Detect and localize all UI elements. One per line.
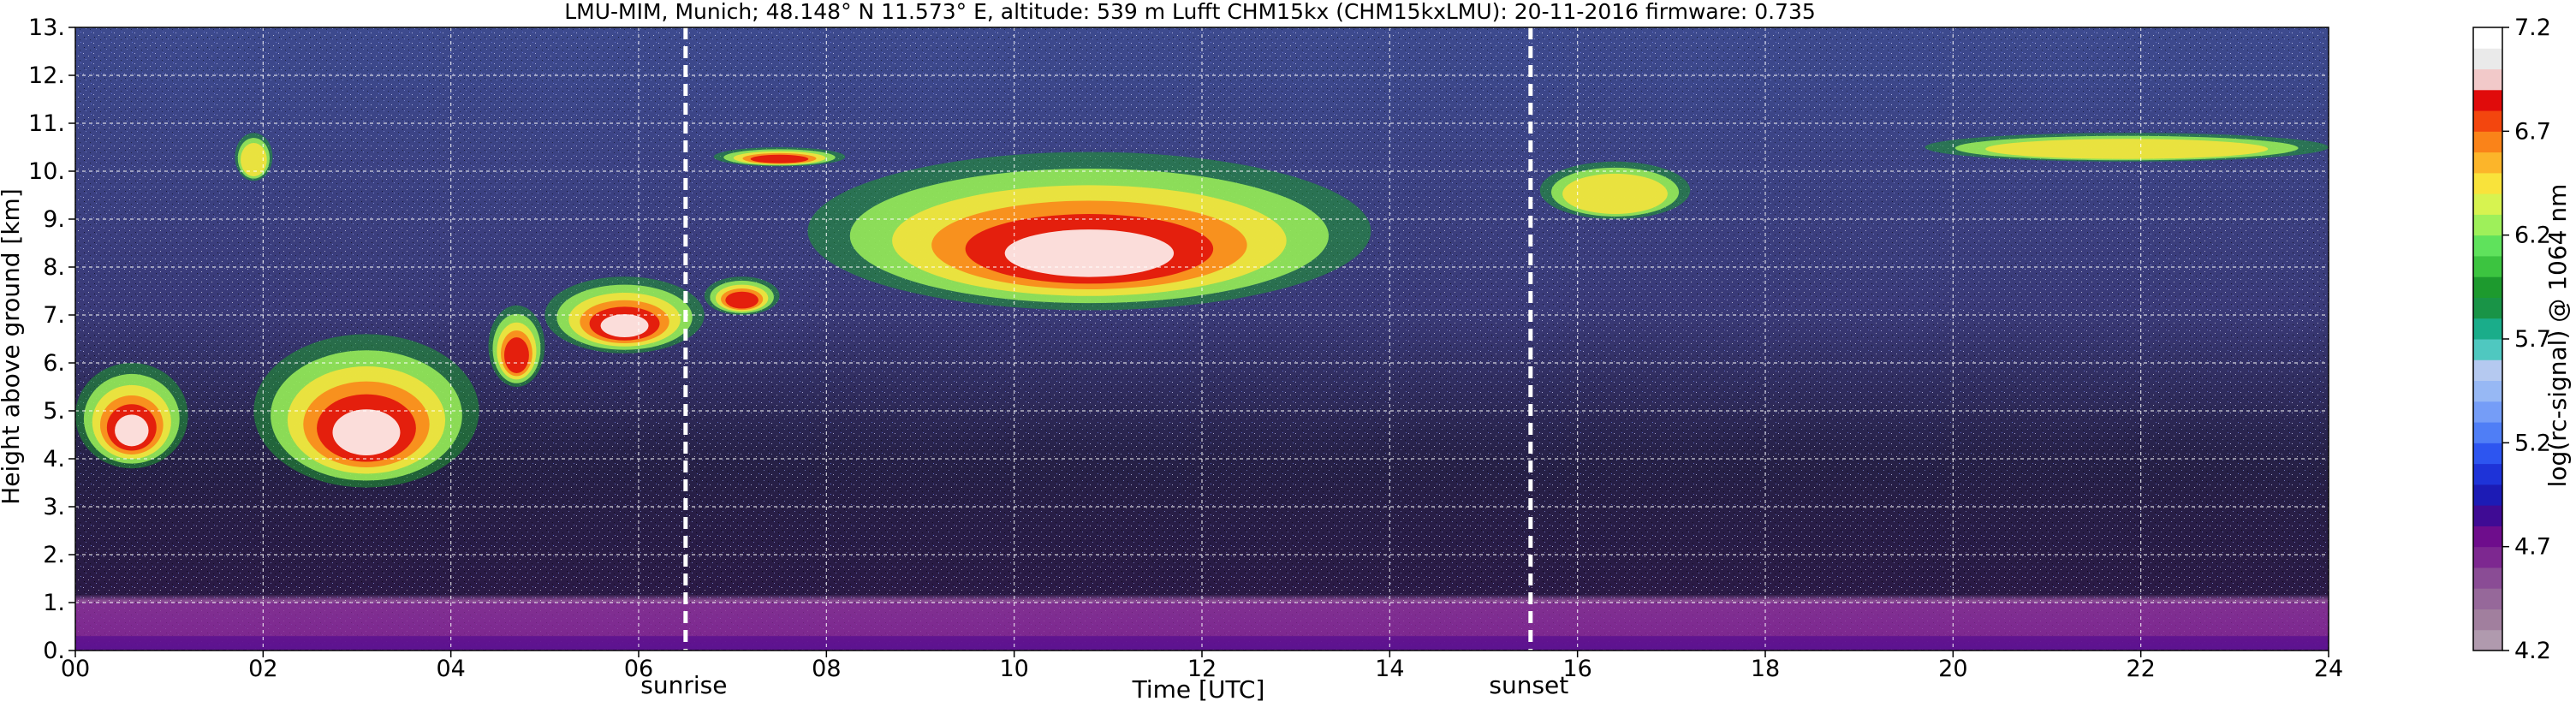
- colorbar-segment: [2473, 172, 2502, 194]
- colorbar-segment: [2473, 609, 2502, 631]
- y-tick-label: 7.: [43, 302, 65, 329]
- x-tick-label: 24: [2314, 656, 2343, 682]
- colorbar-segment: [2473, 27, 2502, 49]
- y-tick-label: 4.: [43, 446, 65, 472]
- cloud-layer: [1539, 161, 1691, 219]
- colorbar-segment: [2473, 588, 2502, 609]
- colorbar-segment: [2473, 89, 2502, 111]
- colorbar-segment: [2473, 484, 2502, 506]
- y-axis: 0. 1. 2. 3. 4. 5. 6. 7. 8. 9. 10. 11. 12. 13.: [28, 15, 75, 664]
- colorbar-segment: [2473, 401, 2502, 423]
- x-tick-label: 20: [1938, 656, 1967, 682]
- colorbar: 4.2 4.7 5.2 5.7 6.2 6.7 7.2: [2472, 15, 2551, 664]
- colorbar-segment: [2473, 339, 2502, 360]
- y-tick-label: 9.: [43, 206, 65, 233]
- cloud-layer-band: [600, 314, 649, 337]
- colorbar-tick-label: 4.2: [2514, 638, 2551, 664]
- colorbar-segment: [2473, 359, 2502, 382]
- colorbar-segment: [2473, 443, 2502, 465]
- y-tick-label: 1.: [43, 590, 65, 616]
- colorbar-segment: [2473, 567, 2502, 589]
- colorbar-label: log(rc-signal) @ 1064 nm: [2543, 184, 2572, 488]
- x-tick-label: 10: [999, 656, 1028, 682]
- colorbar-segment: [2473, 463, 2502, 485]
- cloud-layer: [488, 305, 545, 387]
- x-tick-label: 14: [1375, 656, 1404, 682]
- cloud-layer-band: [332, 409, 401, 455]
- x-tick-label: 00: [61, 656, 90, 682]
- y-tick-label: 2.: [43, 542, 65, 568]
- event-label: sunrise: [640, 671, 727, 699]
- plot-area: [74, 27, 2329, 651]
- colorbar-segment: [2473, 193, 2502, 215]
- x-tick-label: 04: [436, 656, 465, 682]
- y-tick-label: 5.: [43, 398, 65, 425]
- y-tick-label: 11.: [28, 110, 65, 137]
- colorbar-tick-label: 6.2: [2514, 223, 2551, 249]
- colorbar-segment: [2473, 131, 2502, 153]
- cloud-layer: [235, 133, 273, 181]
- chart-title: LMU-MIM, Munich; 48.148° N 11.573° E, al…: [564, 0, 1816, 24]
- y-tick-label: 3.: [43, 494, 65, 520]
- colorbar-segment: [2473, 629, 2502, 651]
- cloud-layer-band: [1985, 139, 2269, 159]
- y-axis-label: Height above ground [km]: [0, 188, 25, 505]
- x-axis: 00 02 04 06 08 10 12 14 16 18 20 22 24: [61, 651, 2343, 682]
- colorbar-tick-label: 5.2: [2514, 430, 2551, 456]
- cloud-layer: [713, 147, 846, 167]
- colorbar-tick-label: 5.7: [2514, 326, 2551, 353]
- x-tick-label: 18: [1751, 656, 1780, 682]
- cloud-layer-band: [1562, 173, 1668, 214]
- x-tick-label: 02: [248, 656, 277, 682]
- colorbar-segment: [2473, 152, 2502, 174]
- cloud-layer: [75, 363, 188, 469]
- colorbar-segment: [2473, 68, 2502, 91]
- colorbar-segment: [2473, 276, 2502, 298]
- colorbar-segment: [2473, 546, 2502, 568]
- colorbar-segment: [2473, 318, 2502, 340]
- colorbar-segment: [2473, 380, 2502, 402]
- cloud-layer: [807, 152, 1371, 311]
- cloud-layer-band: [750, 154, 809, 163]
- colorbar-tick-label: 7.2: [2514, 15, 2551, 41]
- cloud-layer-band: [115, 414, 149, 447]
- y-tick-label: 12.: [28, 62, 65, 89]
- cloud-layer: [544, 276, 705, 354]
- cloud-layer-band: [503, 337, 529, 374]
- x-tick-label: 22: [2126, 656, 2155, 682]
- x-axis-label: Time [UTC]: [1132, 675, 1265, 704]
- x-tick-label: 12: [1187, 656, 1217, 682]
- colorbar-segment: [2473, 110, 2502, 132]
- colorbar-tick-label: 4.7: [2514, 534, 2551, 561]
- cloud-layer-band: [241, 142, 267, 177]
- cloud-layer: [1925, 133, 2329, 162]
- event-label: sunset: [1489, 671, 1568, 699]
- colorbar-segment: [2473, 235, 2502, 257]
- colorbar-segment: [2473, 526, 2502, 548]
- cloud-layer-band: [1004, 229, 1175, 277]
- x-tick-label: 16: [1562, 656, 1591, 682]
- x-tick-label: 08: [812, 656, 841, 682]
- y-tick-label: 0.: [43, 638, 65, 664]
- cloud-layer: [253, 334, 479, 488]
- y-tick-label: 13.: [28, 15, 65, 41]
- y-tick-label: 8.: [43, 254, 65, 281]
- cloud-layer-band: [725, 291, 759, 309]
- colorbar-segment: [2473, 214, 2502, 236]
- colorbar-segment: [2473, 505, 2502, 526]
- x-tick-label: 06: [624, 656, 653, 682]
- y-tick-label: 6.: [43, 350, 65, 377]
- colorbar-segment: [2473, 48, 2502, 70]
- cloud-layer: [704, 276, 780, 315]
- colorbar-segment: [2473, 297, 2502, 319]
- y-tick-label: 10.: [28, 158, 65, 185]
- colorbar-segment: [2473, 255, 2502, 277]
- colorbar-segment: [2473, 422, 2502, 443]
- colorbar-tick-label: 6.7: [2514, 118, 2551, 145]
